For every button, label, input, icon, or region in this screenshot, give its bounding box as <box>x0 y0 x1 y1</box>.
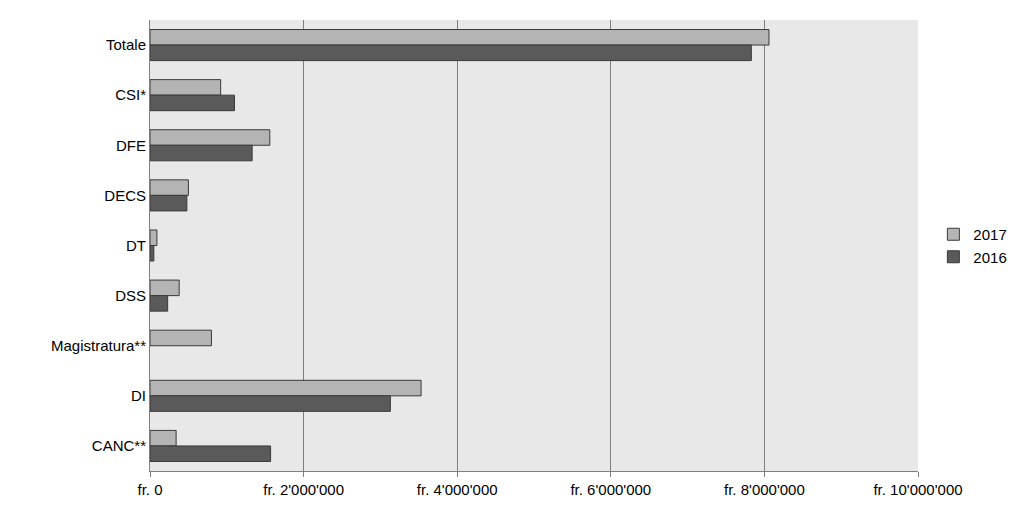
svg-text:fr. 4'000'000: fr. 4'000'000 <box>417 481 498 498</box>
svg-text:fr. 2'000'000: fr. 2'000'000 <box>263 481 344 498</box>
svg-text:DI: DI <box>131 387 146 404</box>
svg-text:DT: DT <box>126 237 146 254</box>
svg-text:CANC**: CANC** <box>92 437 146 454</box>
svg-text:fr. 8'000'000: fr. 8'000'000 <box>724 481 805 498</box>
svg-text:Totale: Totale <box>106 36 146 53</box>
svg-text:CSI*: CSI* <box>115 86 146 103</box>
svg-text:fr. 0: fr. 0 <box>137 481 162 498</box>
svg-text:fr. 6'000'000: fr. 6'000'000 <box>570 481 651 498</box>
svg-text:2017: 2017 <box>973 226 1006 243</box>
svg-text:DSS: DSS <box>115 287 146 304</box>
svg-text:Magistratura**: Magistratura** <box>51 337 146 354</box>
svg-text:fr. 10'000'000: fr. 10'000'000 <box>873 481 962 498</box>
svg-text:DECS: DECS <box>104 187 146 204</box>
svg-text:DFE: DFE <box>116 137 146 154</box>
svg-text:2016: 2016 <box>973 249 1006 266</box>
